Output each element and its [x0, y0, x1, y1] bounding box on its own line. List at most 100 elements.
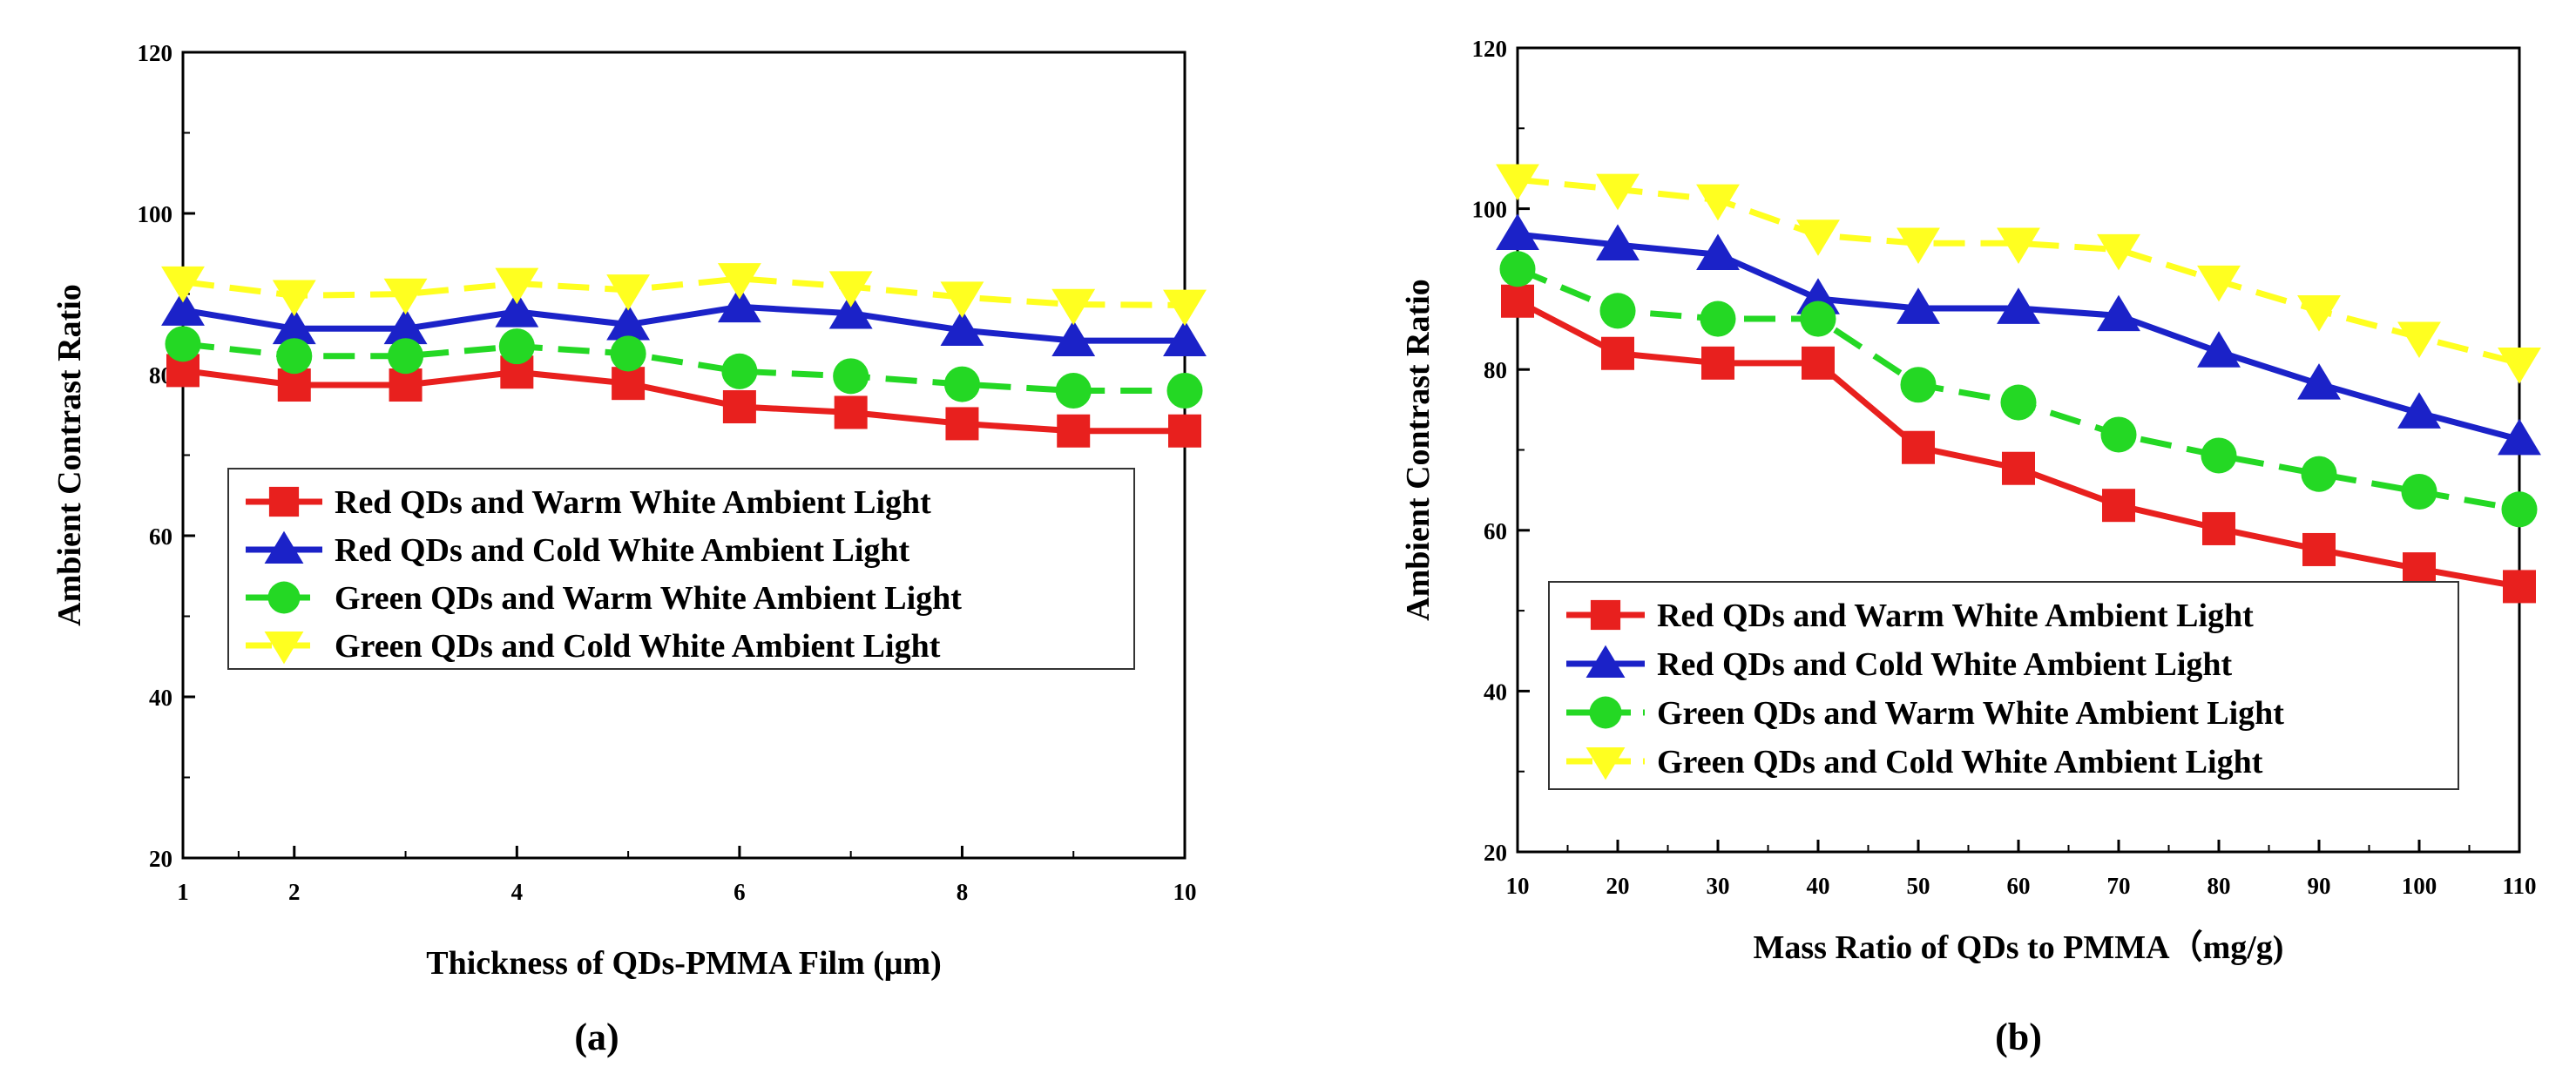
data-point [1599, 293, 1636, 329]
x-tick-label: 70 [2107, 873, 2131, 899]
data-point [2397, 321, 2441, 359]
data-point [2401, 473, 2437, 510]
y-tick-label: 60 [149, 523, 172, 550]
y-axis-label: Ambient Contrast Ratio [51, 284, 88, 626]
data-point [1051, 320, 1096, 356]
data-point [272, 307, 316, 345]
data-point [2202, 511, 2235, 545]
y-tick-label: 120 [138, 40, 173, 66]
data-point [495, 291, 539, 328]
x-tick-label: 10 [1173, 879, 1197, 905]
x-tick-label: 2 [288, 879, 301, 905]
data-point [1168, 414, 1201, 448]
legend-marker [1585, 645, 1626, 679]
data-point [1601, 336, 1634, 370]
legend-entry: Red QDs and Cold White Ambient Light [335, 532, 910, 569]
data-point [606, 303, 651, 341]
data-point [2102, 489, 2135, 523]
x-tick-label: 4 [511, 879, 524, 905]
x-tick-label: 1 [177, 879, 189, 905]
y-axis-label: Ambient Contrast Ratio [1400, 279, 1437, 621]
series-line-1 [1516, 298, 2520, 590]
y-tick-label: 100 [1472, 197, 1508, 223]
data-point [272, 280, 316, 317]
data-point [1897, 227, 1940, 265]
x-tick-label: 110 [2502, 873, 2536, 899]
data-point [1596, 224, 1640, 260]
x-tick-label: 80 [2208, 873, 2231, 899]
legend-marker [1589, 696, 1622, 729]
data-point [940, 309, 984, 346]
legend-entry: Red QDs and Warm White Ambient Light [1657, 598, 2254, 634]
data-point [2503, 570, 2536, 604]
data-point [1596, 173, 1640, 211]
data-point [383, 307, 428, 345]
x-tick-label: 30 [1707, 873, 1730, 899]
x-tick-label: 8 [957, 879, 969, 905]
data-point [828, 292, 873, 329]
data-point [2002, 451, 2035, 485]
data-point [940, 281, 984, 318]
data-point [1501, 284, 1534, 318]
data-point [2100, 416, 2137, 453]
data-point [1051, 288, 1096, 326]
data-point [2397, 392, 2441, 429]
legend-entry: Red QDs and Warm White Ambient Light [335, 484, 931, 521]
data-point [165, 326, 201, 362]
data-point [1055, 372, 1092, 409]
data-point [1166, 372, 1203, 409]
data-point [943, 366, 980, 402]
data-point [1499, 251, 1536, 287]
data-point [2498, 418, 2541, 456]
y-tick-label: 80 [1484, 357, 1507, 383]
data-point [161, 289, 205, 326]
series-line-4 [1517, 176, 2520, 367]
x-tick-label: 20 [1606, 873, 1630, 899]
legend-marker [268, 486, 300, 517]
data-point [833, 358, 869, 395]
data-point [1696, 233, 1740, 271]
data-point [2297, 295, 2341, 332]
data-point [606, 274, 651, 311]
data-point [1997, 227, 2040, 265]
data-point [2097, 294, 2140, 332]
data-point [828, 271, 873, 307]
data-point [1496, 164, 1539, 201]
data-point [834, 395, 868, 429]
legend-marker [264, 631, 304, 665]
x-tick-label: 10 [1506, 873, 1530, 899]
data-point [2197, 331, 2241, 368]
legend-box [227, 468, 1135, 670]
legend-box [1548, 581, 2459, 790]
legend-entry: Green QDs and Cold White Ambient Light [335, 628, 941, 665]
data-point [2302, 532, 2336, 566]
data-point [389, 368, 423, 402]
y-tick-label: 100 [138, 201, 173, 227]
legend-marker [1585, 746, 1626, 780]
data-point [717, 263, 761, 300]
x-tick-label: 6 [734, 879, 746, 905]
data-point [2301, 456, 2337, 492]
data-point [277, 368, 311, 402]
data-point [1802, 346, 1835, 380]
y-tick-label: 60 [1484, 518, 1507, 544]
data-point [2201, 437, 2237, 474]
data-point [2501, 491, 2538, 528]
data-point [1902, 430, 1935, 464]
x-axis-label: Thickness of QDs-PMMA Film (μm) [426, 945, 942, 982]
data-point [1796, 220, 1840, 256]
data-point [2000, 384, 2037, 421]
data-point [610, 335, 646, 372]
legend-marker [267, 581, 301, 614]
data-point [276, 338, 313, 375]
data-point [1897, 287, 1940, 324]
data-point [1696, 184, 1740, 221]
data-point [2498, 348, 2541, 384]
data-point [1163, 289, 1207, 327]
data-point [383, 278, 428, 315]
data-point [721, 353, 758, 389]
x-tick-label: 60 [2007, 873, 2031, 899]
data-point [495, 267, 539, 305]
data-point [722, 390, 756, 423]
